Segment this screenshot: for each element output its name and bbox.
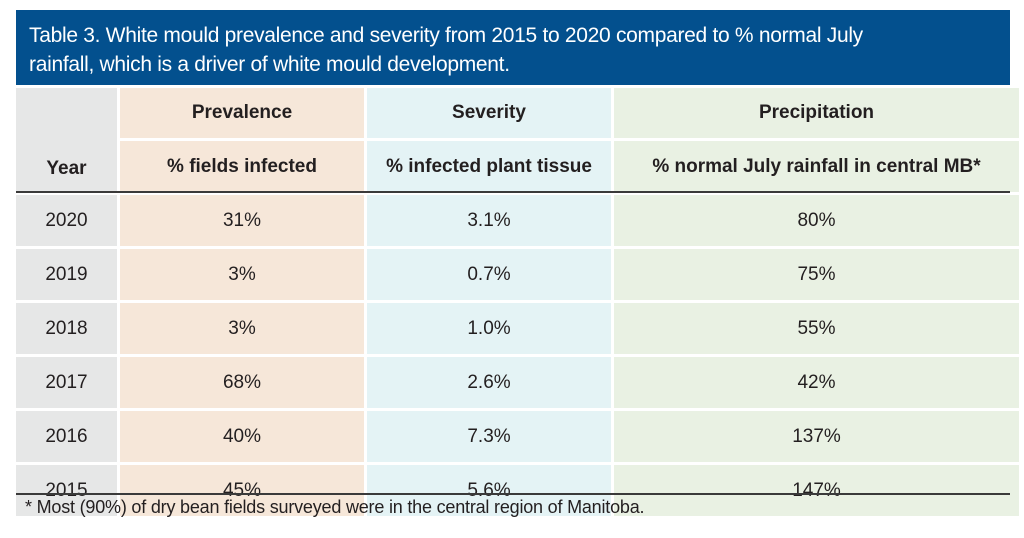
cell-severity: 5.6% [367, 465, 611, 516]
cell-precipitation: 137% [614, 411, 1019, 462]
header-precipitation: Precipitation [614, 88, 1019, 138]
cell-severity: 2.6% [367, 357, 611, 408]
table-title-line-1: Table 3. White mould prevalence and seve… [29, 24, 863, 47]
cell-severity: 0.7% [367, 249, 611, 300]
header-prevalence: Prevalence [120, 88, 364, 138]
cell-severity: 7.3% [367, 411, 611, 462]
footnote: * Most (90%) of dry bean fields surveyed… [25, 497, 645, 517]
cell-precipitation: 55% [614, 303, 1019, 354]
subheader-severity: % infected plant tissue [367, 141, 611, 192]
table-container: Table 3. White mould prevalence and seve… [16, 10, 1019, 516]
data-table: Year Prevalence Severity Precipitation %… [16, 88, 1019, 516]
cell-prevalence: 3% [120, 249, 364, 300]
cell-severity: 1.0% [367, 303, 611, 354]
cell-precipitation: 42% [614, 357, 1019, 408]
cell-prevalence: 68% [120, 357, 364, 408]
header-year: Year [16, 88, 117, 192]
cell-precipitation: 80% [614, 195, 1019, 246]
cell-prevalence: 31% [120, 195, 364, 246]
cell-prevalence: 3% [120, 303, 364, 354]
cell-precipitation: 75% [614, 249, 1019, 300]
cell-prevalence: 40% [120, 411, 364, 462]
cell-year: 2015 [16, 465, 117, 516]
table-bottom-rule [16, 493, 1010, 495]
header-severity: Severity [367, 88, 611, 138]
subheader-prevalence: % fields infected [120, 141, 364, 192]
table-title: Table 3. White mould prevalence and seve… [16, 10, 1010, 85]
header-divider [16, 191, 1010, 193]
cell-year: 2016 [16, 411, 117, 462]
cell-year: 2020 [16, 195, 117, 246]
cell-prevalence: 45% [120, 465, 364, 516]
cell-year: 2019 [16, 249, 117, 300]
cell-severity: 3.1% [367, 195, 611, 246]
subheader-precipitation: % normal July rainfall in central MB* [614, 141, 1019, 192]
cell-year: 2018 [16, 303, 117, 354]
cell-year: 2017 [16, 357, 117, 408]
cell-precipitation: 147% [614, 465, 1019, 516]
table-title-line-2: rainfall, which is a driver of white mou… [29, 53, 510, 76]
